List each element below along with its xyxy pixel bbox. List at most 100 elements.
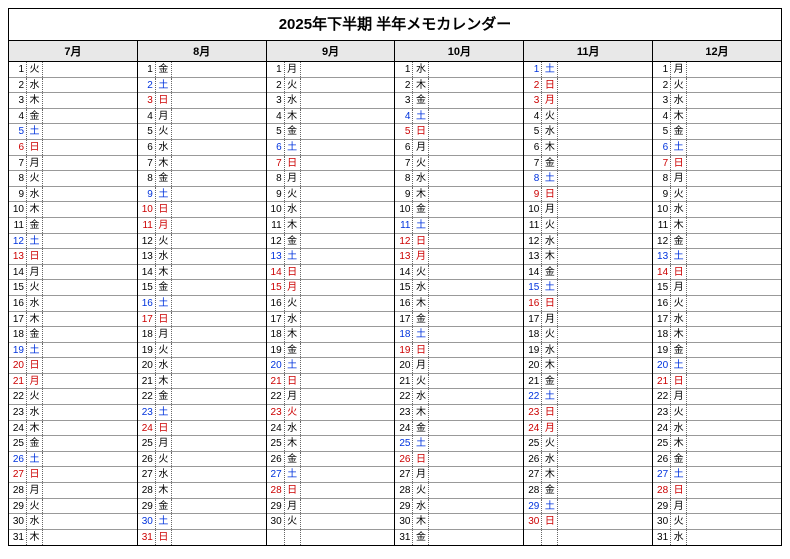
day-memo	[687, 327, 781, 342]
day-row: 25金	[9, 436, 137, 452]
day-row: 27木	[524, 467, 652, 483]
day-row: 2日	[524, 78, 652, 94]
day-row: 27水	[138, 467, 266, 483]
day-memo	[301, 343, 395, 358]
day-memo	[172, 93, 266, 108]
day-number: 28	[267, 483, 285, 498]
day-weekday: 日	[413, 124, 429, 139]
day-memo	[687, 483, 781, 498]
day-memo	[172, 389, 266, 404]
day-weekday: 水	[542, 124, 558, 139]
day-memo	[43, 93, 137, 108]
day-memo	[43, 171, 137, 186]
day-weekday: 木	[413, 78, 429, 93]
day-memo	[43, 62, 137, 77]
day-memo	[301, 530, 395, 546]
calendar-title: 2025年下半期 半年メモカレンダー	[9, 9, 781, 40]
day-row: 25月	[138, 436, 266, 452]
day-memo	[558, 467, 652, 482]
day-weekday: 月	[671, 171, 687, 186]
day-memo	[429, 405, 523, 420]
day-weekday: 日	[285, 374, 301, 389]
month-column: 7月1火2水3木4金5土6日7月8火9水10木11金12土13日14月15火16…	[9, 41, 137, 545]
day-weekday: 水	[671, 202, 687, 217]
day-memo	[687, 93, 781, 108]
day-memo	[429, 140, 523, 155]
day-memo	[301, 280, 395, 295]
day-memo	[43, 124, 137, 139]
day-number: 13	[653, 249, 671, 264]
day-number: 31	[395, 530, 413, 546]
day-row: 2木	[395, 78, 523, 94]
day-row: 6土	[267, 140, 395, 156]
day-memo	[301, 62, 395, 77]
day-weekday: 金	[156, 499, 172, 514]
day-weekday: 土	[27, 452, 43, 467]
day-row: 19火	[138, 343, 266, 359]
day-number: 6	[653, 140, 671, 155]
day-weekday: 火	[542, 109, 558, 124]
day-row: 2火	[267, 78, 395, 94]
day-memo	[43, 140, 137, 155]
day-row: 27月	[395, 467, 523, 483]
day-weekday: 日	[542, 78, 558, 93]
month-header: 11月	[524, 41, 652, 62]
day-memo	[301, 202, 395, 217]
day-memo	[687, 265, 781, 280]
day-row: 18木	[267, 327, 395, 343]
day-number: 5	[9, 124, 27, 139]
day-memo	[429, 234, 523, 249]
day-number: 11	[267, 218, 285, 233]
day-row: 12金	[267, 234, 395, 250]
day-number: 30	[653, 514, 671, 529]
day-row: 14火	[395, 265, 523, 281]
day-number: 20	[267, 358, 285, 373]
day-row: 4月	[138, 109, 266, 125]
day-weekday	[542, 530, 558, 546]
day-number: 31	[653, 530, 671, 546]
day-weekday: 水	[413, 389, 429, 404]
day-number: 26	[9, 452, 27, 467]
day-number: 12	[9, 234, 27, 249]
day-row: 10水	[653, 202, 781, 218]
day-memo	[687, 389, 781, 404]
day-number: 29	[524, 499, 542, 514]
day-weekday: 金	[285, 124, 301, 139]
day-memo	[301, 78, 395, 93]
day-memo	[558, 124, 652, 139]
day-row: 25木	[653, 436, 781, 452]
day-memo	[558, 327, 652, 342]
day-weekday: 日	[285, 265, 301, 280]
day-memo	[558, 343, 652, 358]
day-number: 22	[524, 389, 542, 404]
day-row: 15月	[653, 280, 781, 296]
day-memo	[687, 530, 781, 546]
day-memo	[687, 218, 781, 233]
day-number: 7	[653, 156, 671, 171]
day-number: 26	[395, 452, 413, 467]
day-weekday: 金	[671, 124, 687, 139]
day-memo	[301, 140, 395, 155]
day-weekday: 金	[413, 530, 429, 546]
day-weekday: 火	[156, 234, 172, 249]
day-row: 1水	[395, 62, 523, 78]
day-memo	[558, 421, 652, 436]
day-memo	[172, 202, 266, 217]
day-number: 4	[395, 109, 413, 124]
day-memo	[687, 296, 781, 311]
day-number: 18	[653, 327, 671, 342]
day-number: 2	[653, 78, 671, 93]
day-memo	[43, 312, 137, 327]
day-row: 19土	[9, 343, 137, 359]
day-row: 28月	[9, 483, 137, 499]
day-memo	[301, 483, 395, 498]
day-row: 11火	[524, 218, 652, 234]
day-weekday: 月	[671, 62, 687, 77]
day-weekday: 金	[542, 483, 558, 498]
day-memo	[172, 343, 266, 358]
day-row: 24月	[524, 421, 652, 437]
day-number: 23	[9, 405, 27, 420]
day-memo	[301, 312, 395, 327]
day-row: 29水	[395, 499, 523, 515]
day-memo	[43, 296, 137, 311]
